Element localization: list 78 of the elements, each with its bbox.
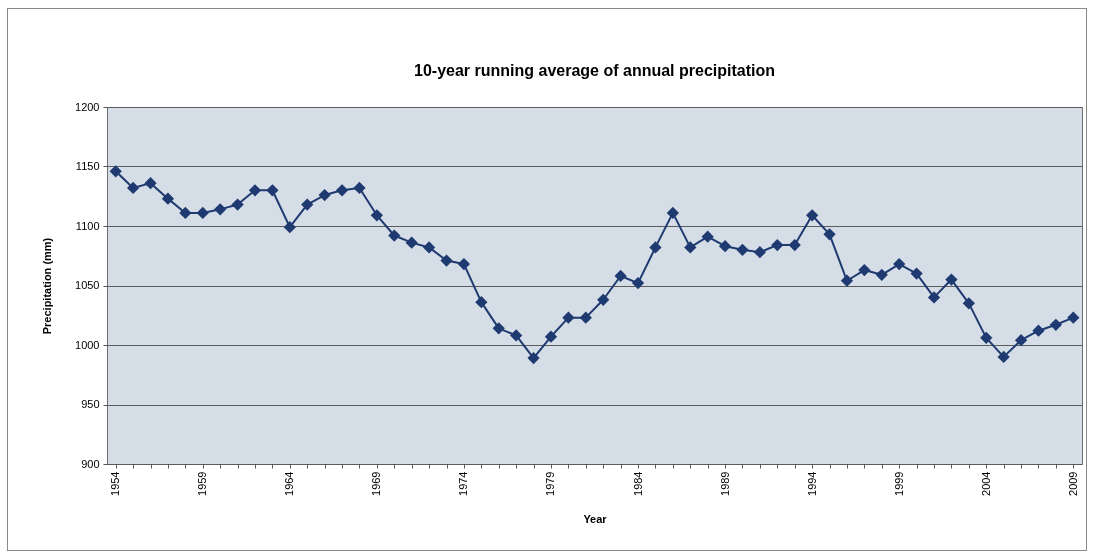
- point: [126, 181, 140, 195]
- point: [335, 184, 349, 197]
- x-tick-label: 1994: [805, 471, 818, 496]
- point: [1014, 334, 1028, 347]
- y-tick-label: 1100: [75, 219, 100, 232]
- point: [1049, 318, 1063, 331]
- point: [614, 269, 627, 283]
- x-tick-label: 1974: [457, 471, 470, 496]
- point: [927, 291, 941, 304]
- chart-title: 10-year running average of annual precipitation: [414, 62, 775, 79]
- point: [788, 238, 801, 252]
- point: [910, 267, 923, 280]
- point: [701, 230, 714, 243]
- x-tick-label: 1989: [718, 471, 731, 496]
- point: [510, 329, 523, 342]
- point: [649, 241, 662, 254]
- point: [527, 351, 540, 365]
- point: [823, 228, 836, 241]
- point: [980, 331, 993, 344]
- point: [457, 257, 471, 271]
- point: [736, 243, 749, 256]
- point: [684, 241, 697, 254]
- point: [405, 236, 418, 249]
- point: [388, 229, 401, 242]
- y-axis-title: Precipitation (mm): [41, 237, 54, 335]
- point: [997, 350, 1010, 364]
- y-tick-label: 1200: [75, 100, 100, 113]
- point: [579, 311, 592, 324]
- x-tick-label: 2009: [1066, 471, 1079, 496]
- point: [179, 206, 192, 220]
- point: [1032, 324, 1045, 337]
- x-tick-label: 1969: [370, 471, 383, 496]
- point: [440, 254, 453, 267]
- point: [771, 238, 784, 252]
- point: [475, 296, 488, 309]
- point: [214, 203, 227, 216]
- point: [370, 209, 383, 222]
- x-tick-label: 1964: [283, 471, 296, 496]
- x-tick-label: 1999: [892, 471, 905, 496]
- point: [858, 263, 871, 277]
- point: [422, 241, 436, 254]
- point: [562, 311, 575, 324]
- point: [631, 277, 645, 290]
- point: [962, 297, 975, 310]
- point: [109, 165, 122, 178]
- point: [945, 273, 958, 286]
- point: [875, 268, 888, 281]
- x-tick-label: 1984: [631, 471, 644, 496]
- point: [544, 330, 558, 343]
- point: [231, 198, 244, 211]
- point: [893, 257, 906, 271]
- x-tick-label: 1959: [196, 471, 209, 496]
- x-tick-label: 1979: [544, 471, 557, 496]
- point: [266, 184, 279, 197]
- point: [283, 221, 296, 234]
- point: [1067, 311, 1080, 324]
- point: [161, 192, 175, 205]
- point: [806, 209, 819, 222]
- x-tick-label: 1954: [109, 471, 122, 496]
- point: [144, 177, 157, 190]
- y-tick-label: 900: [81, 457, 100, 470]
- point: [840, 274, 854, 287]
- point: [666, 206, 679, 220]
- x-axis-title: Year: [583, 512, 608, 525]
- x-tick-label: 2004: [979, 471, 992, 496]
- point: [353, 181, 366, 195]
- point: [248, 184, 262, 197]
- point: [301, 198, 314, 211]
- y-tick-label: 1050: [75, 279, 100, 291]
- point: [718, 240, 732, 253]
- point: [492, 322, 505, 335]
- point: [318, 188, 331, 202]
- point: [753, 246, 767, 259]
- point: [597, 293, 610, 306]
- y-tick-label: 1150: [75, 160, 100, 172]
- y-tick-label: 950: [81, 398, 100, 410]
- y-tick-label: 1000: [75, 338, 100, 351]
- point: [196, 206, 209, 220]
